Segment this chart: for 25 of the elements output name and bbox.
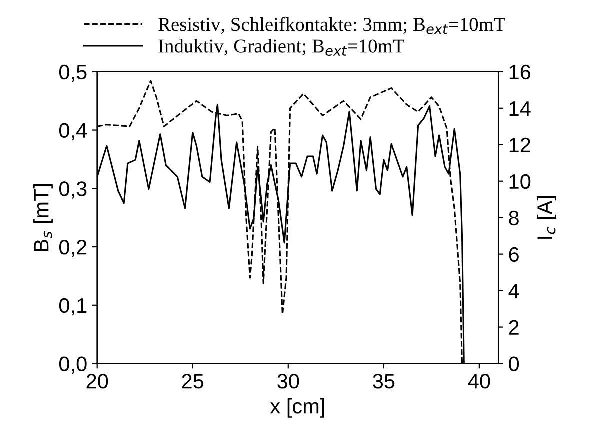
y2-tick-label: 16 [510,64,531,80]
y2-tick-label: 6 [509,247,519,262]
y2-tick-label: 14 [510,102,531,116]
y2-tick-label: 12 [510,138,530,152]
y2-axis-title: I$_{c}$ [A] [537,196,556,239]
x-axis-title: x [cm] [270,398,324,418]
x-tick-label: 20 [86,374,108,389]
y-tick-label: 0,1 [59,298,87,316]
x-tick-label: 25 [182,374,204,389]
y2-tick-label: 8 [509,210,519,226]
y-axis-title: B$_{s}$ [mT] [34,184,53,252]
y-tick-label: 0,3 [59,182,87,199]
y-tick-label: 0,4 [59,123,88,140]
y-tick-label: 0,5 [59,64,87,82]
x-tick-label: 30 [278,374,300,389]
x-tick-label: 40 [468,374,490,389]
y2-tick-label: 4 [508,284,520,298]
y-tick-label: 0,0 [59,356,87,374]
y-tick-label: 0,2 [59,240,87,258]
legend-label: Induktiv, Gradient; B$_{ext}$=10mT [158,39,404,56]
legend-label: Resistiv, Schleifkontakte: 3mm; B$_{ext}$=10mT [158,17,506,34]
y2-tick-label: 2 [509,320,519,335]
x-tick-label: 35 [373,374,395,389]
y2-tick-label: 10 [510,174,531,190]
y2-tick-label: 0 [509,356,520,372]
